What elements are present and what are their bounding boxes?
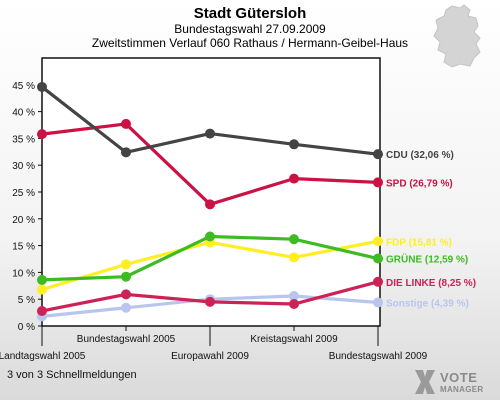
data-point-gr-ne <box>121 271 131 282</box>
data-point-fdp <box>37 284 47 295</box>
data-point-die-linke <box>37 305 47 316</box>
x-tick-label: Europawahl 2009 <box>171 351 249 362</box>
chart-subtitle: Bundestagswahl 27.09.2009 <box>174 22 326 36</box>
x-tick-label: Landtagswahl 2005 <box>0 351 86 362</box>
data-point-fdp <box>289 252 299 263</box>
data-point-die-linke <box>289 299 299 310</box>
germany-map-icon <box>433 4 481 68</box>
data-point-fdp <box>373 236 383 247</box>
series-end-label: SPD (26,79 %) <box>386 178 453 189</box>
data-point-spd <box>121 118 131 129</box>
y-tick-label: 30 % <box>12 161 35 172</box>
x-tick-label: Bundestagswahl 2005 <box>77 334 176 345</box>
plot-frame <box>41 57 381 327</box>
logo-text-vote: VOTE <box>440 370 478 385</box>
data-point-sonstige <box>289 290 299 301</box>
y-tick-label: 5 % <box>18 295 35 306</box>
series-end-label: DIE LINKE (8,25 %) <box>386 278 476 289</box>
data-point-gr-ne <box>289 234 299 245</box>
data-point-die-linke <box>205 296 215 307</box>
data-point-cdu <box>205 128 215 139</box>
series-end-label: Sonstige (4,39 %) <box>386 298 469 309</box>
data-point-sonstige <box>373 297 383 308</box>
series-end-label: FDP (15,81 %) <box>386 237 452 248</box>
logo-text-manager: MANAGER <box>440 385 484 394</box>
series-end-label: GRÜNE (12,59 %) <box>386 253 468 266</box>
vote-cross-icon <box>415 370 435 394</box>
votemanager-logo: VOTE MANAGER <box>412 366 494 398</box>
data-point-fdp <box>121 259 131 270</box>
data-point-cdu <box>289 139 299 150</box>
data-point-spd <box>289 173 299 184</box>
y-tick-label: 0 % <box>18 322 35 333</box>
data-point-gr-ne <box>205 231 215 242</box>
data-point-cdu <box>121 147 131 158</box>
x-tick-label: Bundestagswahl 2009 <box>329 351 428 362</box>
chart-subtitle-detail: Zweitstimmen Verlauf 060 Rathaus / Herma… <box>91 36 409 50</box>
series-end-label: CDU (32,06 %) <box>386 150 454 161</box>
data-point-spd <box>373 177 383 188</box>
y-tick-label: 15 % <box>12 242 35 253</box>
y-tick-label: 10 % <box>12 268 35 279</box>
data-point-cdu <box>37 81 47 92</box>
data-point-spd <box>205 199 215 210</box>
data-point-gr-ne <box>37 274 47 285</box>
data-point-die-linke <box>373 276 383 287</box>
data-point-spd <box>37 129 47 140</box>
y-tick-label: 20 % <box>12 215 35 226</box>
y-tick-label: 40 % <box>12 108 35 119</box>
y-tick-label: 45 % <box>12 81 35 92</box>
data-point-die-linke <box>121 289 131 300</box>
footer-status-text: 3 von 3 Schnellmeldungen <box>7 369 137 381</box>
y-tick-label: 35 % <box>12 134 35 145</box>
y-tick-label: 25 % <box>12 188 35 199</box>
data-point-gr-ne <box>373 253 383 264</box>
data-point-sonstige <box>121 302 131 313</box>
x-tick-label: Kreistagswahl 2009 <box>250 334 338 345</box>
data-point-cdu <box>373 149 383 160</box>
chart-title: Stadt Gütersloh <box>193 5 307 22</box>
